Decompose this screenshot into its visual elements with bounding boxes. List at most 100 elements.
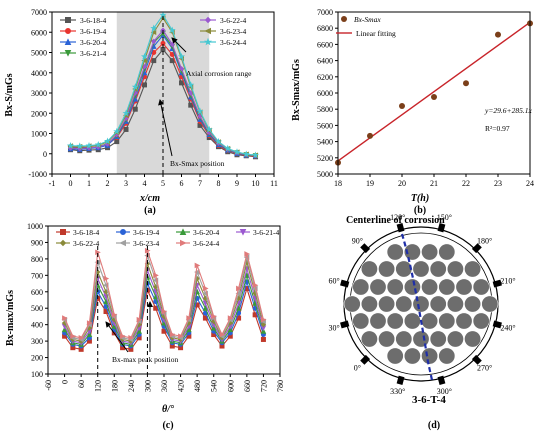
corrosion-centerline — [400, 233, 434, 381]
point-3-6-24-4 — [178, 52, 185, 60]
steel-wire — [455, 278, 473, 296]
point-3-6-24-4 — [224, 144, 232, 152]
point-3-6-20-4 — [186, 326, 192, 333]
angle-marker-block — [340, 320, 350, 329]
steel-wire — [446, 330, 464, 348]
steel-wire — [421, 243, 439, 261]
point-3-6-24-4 — [252, 151, 259, 159]
sample-label: 3-6-T-4 — [412, 394, 446, 406]
legend-label-3-6-20-4: 3-6-20-4 — [80, 38, 106, 47]
point-3-6-24-4 — [122, 109, 130, 117]
angle-label: 210° — [500, 277, 515, 286]
legend-label-3-6-18-4: 3-6-18-4 — [80, 16, 106, 25]
point-3-6-20-4 — [86, 331, 93, 338]
legend-marker-3-6-21-4 — [239, 229, 247, 236]
steel-wire — [438, 312, 456, 330]
point-3-6-23-4 — [141, 57, 147, 64]
point-3-6-24-4 — [236, 285, 242, 292]
annotation-peak-position: Bx-max peak position — [112, 355, 178, 364]
point-3-6-23-4 — [235, 290, 242, 297]
point-3-6-24-4 — [86, 320, 93, 326]
steel-wire — [369, 312, 387, 330]
y-axis-label-c: Bx-max/mGs — [5, 290, 16, 346]
x-tick-label: 3 — [124, 179, 128, 188]
point-3-6-24-4 — [78, 335, 85, 341]
legend-label-3-6-23-4: 3-6-23-4 — [133, 239, 159, 248]
legend-label-3-6-20-4: 3-6-20-4 — [193, 228, 219, 237]
legend-label-3-6-23-4: 3-6-23-4 — [220, 27, 246, 36]
data-point — [431, 94, 437, 101]
fit-r2: R²=0.97 — [485, 124, 510, 133]
legend-fit: Linear fitting — [356, 29, 396, 38]
point-3-6-22-4 — [260, 321, 267, 328]
steel-wire — [360, 295, 378, 313]
point-3-6-20-4 — [227, 326, 234, 333]
y-axis-label-a: Bx-S/mGs — [4, 73, 15, 116]
point-3-6-24-4 — [219, 331, 226, 338]
steel-wire — [403, 243, 421, 261]
angle-marker-block — [360, 243, 371, 254]
point-3-6-18-4 — [151, 58, 157, 64]
steel-wire — [421, 347, 439, 365]
x-tick-label: 780 — [276, 380, 285, 392]
panel-c: -60 0 60 120 180 240 300 360 420 480 540 600 660 720 7… — [5, 222, 285, 431]
y-tick-label: 3000 — [31, 89, 47, 98]
angle-marker-block — [492, 320, 502, 329]
y-tick-label: 200 — [31, 354, 43, 363]
steel-wire — [446, 295, 464, 313]
angle-label: 180° — [477, 236, 492, 245]
x-tick-label: 11 — [270, 179, 278, 188]
y-tick-label: 300 — [31, 337, 43, 346]
y-tick-label: 5000 — [31, 49, 47, 58]
point-3-6-23-4 — [150, 29, 157, 36]
x-tick-label: 18 — [334, 179, 342, 188]
angle-label: 300° — [437, 387, 452, 396]
fit-equation: y=29.6+285.1x — [484, 106, 532, 115]
legend-label-3-6-19-4: 3-6-19-4 — [133, 228, 159, 237]
x-tick-label: 19 — [366, 179, 374, 188]
steel-wire — [360, 330, 378, 348]
y-tick-label: 600 — [31, 288, 43, 297]
point-3-6-24-4 — [211, 313, 217, 320]
legend-marker-3-6-18-4 — [65, 17, 71, 23]
steel-wire — [464, 295, 482, 313]
x-tick-label: 60 — [77, 380, 86, 388]
y-tick-label: 1000 — [31, 130, 47, 139]
y-tick-label: 900 — [31, 238, 43, 247]
steel-wire — [446, 260, 464, 278]
y-tick-label: 1000 — [27, 222, 43, 231]
point-3-6-24-4 — [186, 315, 192, 321]
y-tick-label: 100 — [31, 370, 43, 379]
point-3-6-24-4 — [227, 315, 234, 321]
panel-caption-a: (a) — [144, 205, 156, 216]
point-3-6-20-4 — [244, 272, 250, 278]
x-tick-label: 24 — [526, 179, 534, 188]
y-axis-label-b: Bx-Smax/mGs — [291, 59, 302, 121]
legend-marker-3-6-20-4 — [179, 228, 187, 235]
point-3-6-24-4 — [244, 251, 250, 257]
x-tick-label: 6 — [180, 179, 184, 188]
point-3-6-24-4 — [205, 125, 213, 133]
point-3-6-24-4 — [120, 333, 126, 339]
angle-label: 60° — [328, 277, 339, 286]
point-3-6-18-4 — [114, 139, 120, 145]
y-tick-label: 5400 — [317, 138, 333, 147]
x-tick-label: -60 — [44, 380, 53, 391]
x-axis-label-b: T(h) — [411, 193, 429, 204]
point-3-6-24-4 — [178, 333, 184, 339]
y-tick-label: -1000 — [28, 170, 47, 179]
y-tick-label: 6000 — [31, 28, 47, 37]
point-3-6-24-4 — [153, 272, 159, 279]
x-axis-label-a: x/cm — [139, 193, 160, 204]
legend-marker-3-6-21-4 — [64, 50, 72, 57]
angle-marker-block — [437, 223, 446, 233]
steel-wire — [386, 243, 404, 261]
legend-label-3-6-21-4: 3-6-21-4 — [80, 49, 106, 58]
point-3-6-24-4 — [70, 333, 76, 339]
steel-wire — [481, 295, 499, 313]
data-point — [399, 102, 405, 109]
legend-marker-3-6-18-4 — [60, 229, 66, 235]
annotation-smax-position: Bx-Smax position — [170, 159, 225, 168]
point-3-6-20-4 — [260, 328, 267, 334]
x-tick-label: 8 — [217, 179, 221, 188]
